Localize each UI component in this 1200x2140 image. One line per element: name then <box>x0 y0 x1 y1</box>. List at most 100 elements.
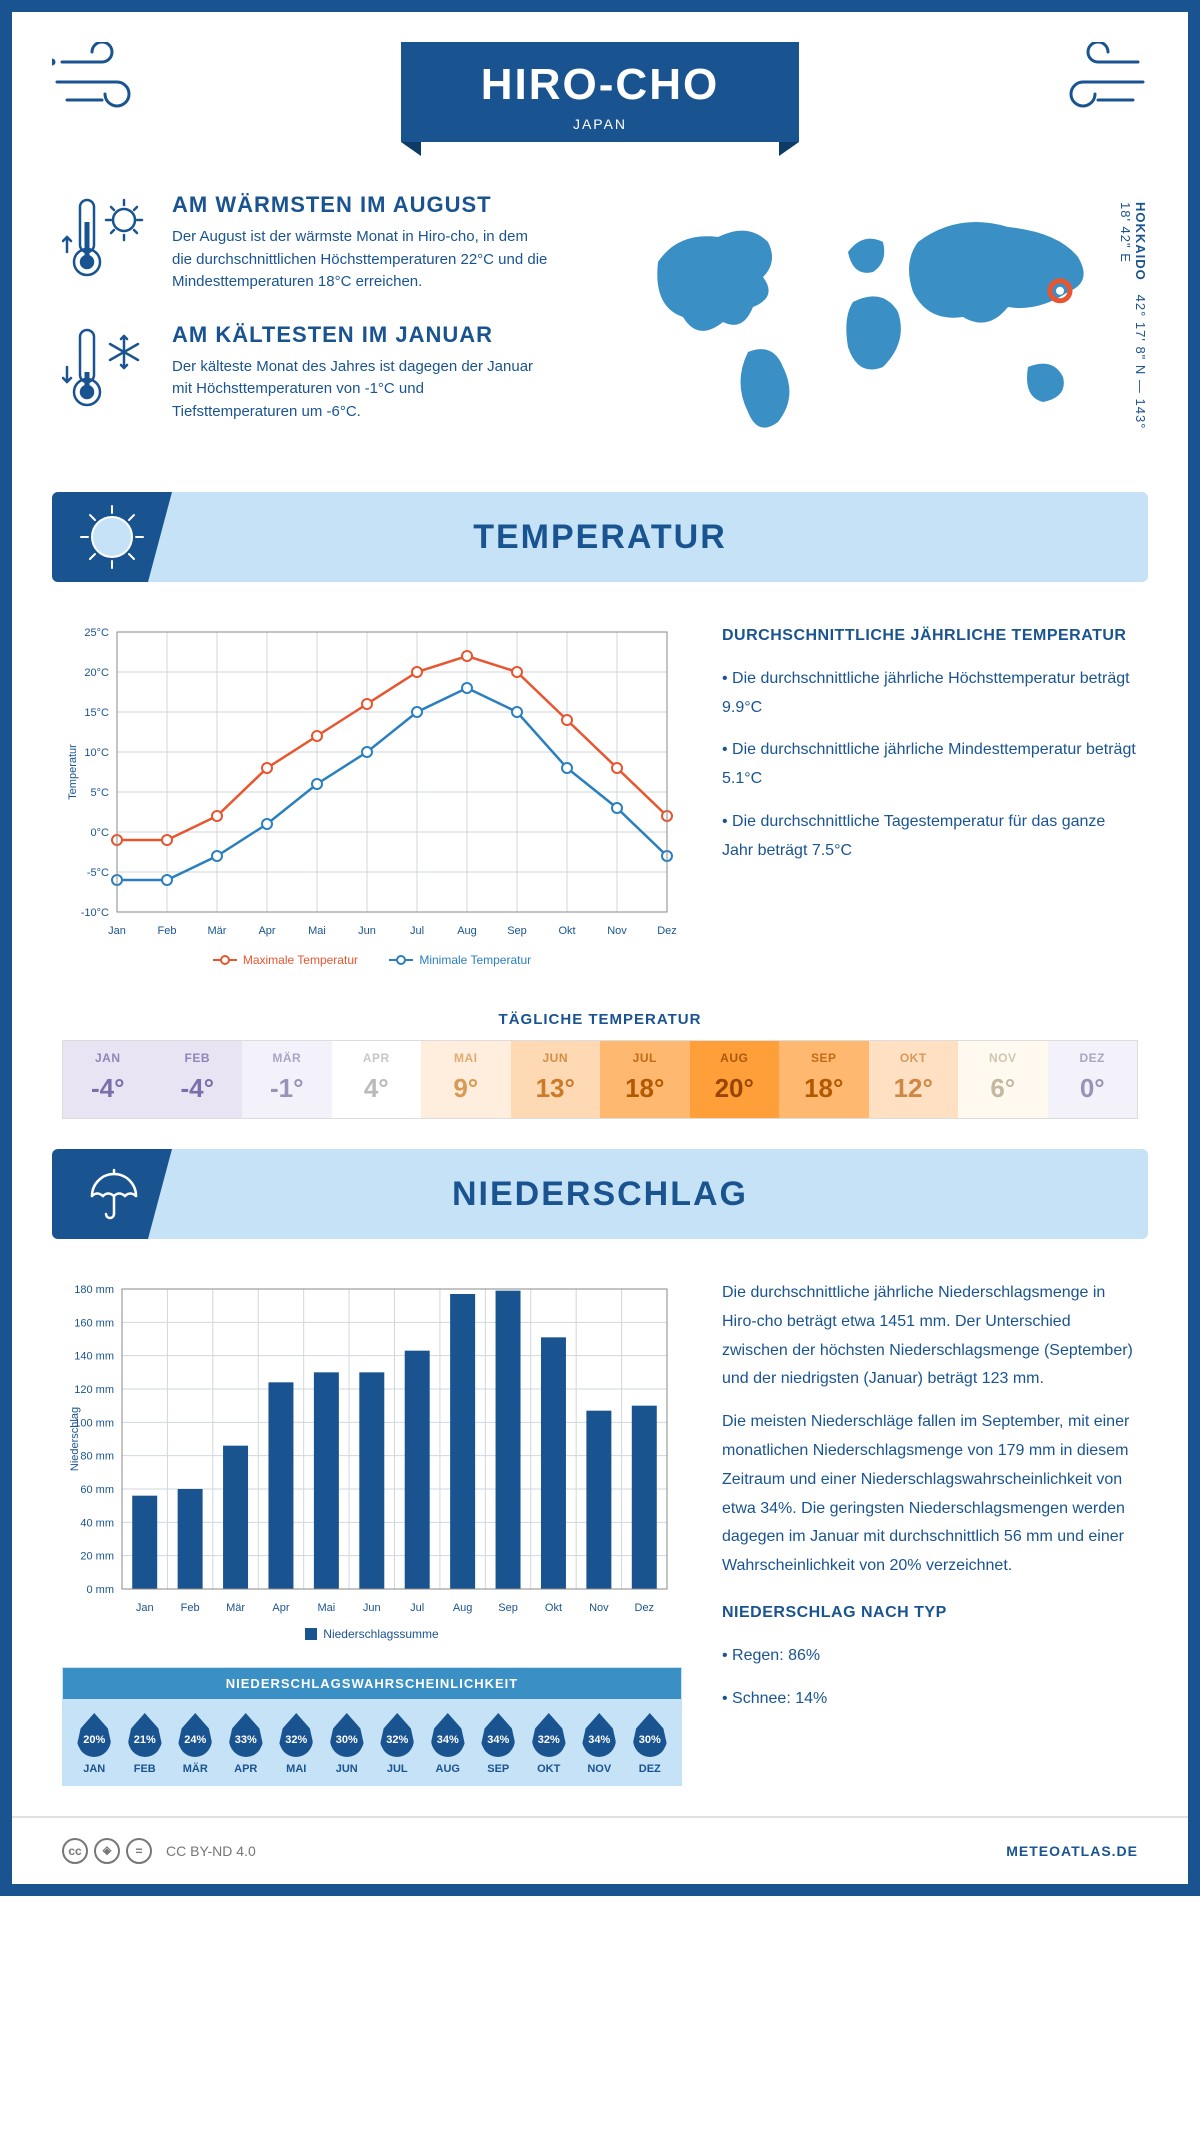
precip-probability-box: NIEDERSCHLAGSWAHRSCHEINLICHKEIT 20% JAN … <box>62 1667 682 1786</box>
svg-text:Nov: Nov <box>607 925 627 937</box>
svg-text:0 mm: 0 mm <box>87 1584 115 1596</box>
daily-temp-cell: SEP18° <box>779 1041 869 1118</box>
daily-temp-cell: AUG20° <box>690 1041 780 1118</box>
svg-text:10°C: 10°C <box>84 747 109 759</box>
precip-type-bullet: • Regen: 86% <box>722 1642 1138 1671</box>
svg-text:Nov: Nov <box>589 1602 609 1614</box>
svg-text:160 mm: 160 mm <box>74 1317 114 1329</box>
daily-temp-cell: OKT12° <box>869 1041 959 1118</box>
precip-prob-title: NIEDERSCHLAGSWAHRSCHEINLICHKEIT <box>63 1668 681 1699</box>
svg-text:Sep: Sep <box>507 925 527 937</box>
precip-prob-cell: 34% NOV <box>574 1713 625 1775</box>
svg-text:Dez: Dez <box>635 1602 655 1614</box>
raindrop-icon: 30% <box>330 1713 364 1757</box>
precipitation-header: NIEDERSCHLAG <box>52 1149 1148 1239</box>
nd-icon: = <box>126 1838 152 1864</box>
country-name: JAPAN <box>481 116 719 132</box>
svg-text:25°C: 25°C <box>84 627 109 639</box>
precip-prob-cell: 24% MÄR <box>170 1713 221 1775</box>
thermometer-hot-icon <box>62 192 152 282</box>
daily-temp-cell: MAI9° <box>421 1041 511 1118</box>
svg-text:Okt: Okt <box>545 1602 562 1614</box>
svg-text:Niederschlag: Niederschlag <box>69 1407 81 1471</box>
precip-prob-cell: 33% APR <box>221 1713 272 1775</box>
raindrop-icon: 24% <box>178 1713 212 1757</box>
svg-text:80 mm: 80 mm <box>80 1451 114 1463</box>
daily-temp-cell: NOV6° <box>958 1041 1048 1118</box>
svg-text:Jun: Jun <box>363 1602 381 1614</box>
temperature-title: TEMPERATUR <box>473 518 727 557</box>
daily-temp-cell: APR4° <box>332 1041 422 1118</box>
svg-text:Temperatur: Temperatur <box>67 744 79 800</box>
svg-text:Aug: Aug <box>453 1602 473 1614</box>
coldest-fact: AM KÄLTESTEN IM JANUAR Der kälteste Mona… <box>62 322 588 424</box>
precip-prob-cell: 32% OKT <box>524 1713 575 1775</box>
svg-text:180 mm: 180 mm <box>74 1284 114 1296</box>
precip-prob-cell: 32% JUL <box>372 1713 423 1775</box>
svg-text:60 mm: 60 mm <box>80 1484 114 1496</box>
header: HIRO-CHO JAPAN <box>12 12 1188 162</box>
svg-text:Mär: Mär <box>208 925 227 937</box>
raindrop-icon: 34% <box>481 1713 515 1757</box>
precipitation-title: NIEDERSCHLAG <box>452 1175 748 1214</box>
footer: cc 🞛 = CC BY-ND 4.0 METEOATLAS.DE <box>12 1816 1188 1884</box>
svg-text:Jul: Jul <box>410 1602 424 1614</box>
svg-text:5°C: 5°C <box>91 787 110 799</box>
raindrop-icon: 34% <box>431 1713 465 1757</box>
svg-text:Apr: Apr <box>258 925 275 937</box>
warmest-fact: AM WÄRMSTEN IM AUGUST Der August ist der… <box>62 192 588 294</box>
svg-text:Dez: Dez <box>657 925 677 937</box>
temperature-info: DURCHSCHNITTLICHE JÄHRLICHE TEMPERATUR •… <box>722 622 1138 967</box>
wind-icon-right <box>1038 42 1148 122</box>
intro-section: AM WÄRMSTEN IM AUGUST Der August ist der… <box>12 162 1188 472</box>
coordinates: HOKKAIDO 42° 17' 8" N — 143° 18' 42" E <box>1118 202 1148 452</box>
precip-type-heading: NIEDERSCHLAG NACH TYP <box>722 1599 1138 1628</box>
raindrop-icon: 30% <box>633 1713 667 1757</box>
precip-para-1: Die durchschnittliche jährliche Niedersc… <box>722 1279 1138 1394</box>
world-map: HOKKAIDO 42° 17' 8" N — 143° 18' 42" E <box>618 192 1138 452</box>
precip-para-2: Die meisten Niederschläge fallen im Sept… <box>722 1408 1138 1581</box>
svg-text:0°C: 0°C <box>91 827 110 839</box>
svg-text:Jul: Jul <box>410 925 424 937</box>
umbrella-icon <box>80 1162 144 1226</box>
temp-info-heading: DURCHSCHNITTLICHE JÄHRLICHE TEMPERATUR <box>722 622 1138 651</box>
precip-chart-legend: Niederschlagssumme <box>62 1627 682 1643</box>
warmest-title: AM WÄRMSTEN IM AUGUST <box>172 192 552 218</box>
daily-temp-cell: JUL18° <box>600 1041 690 1118</box>
svg-text:Jan: Jan <box>108 925 126 937</box>
coldest-title: AM KÄLTESTEN IM JANUAR <box>172 322 552 348</box>
cc-icon: cc <box>62 1838 88 1864</box>
city-name: HIRO-CHO <box>481 60 719 110</box>
svg-text:15°C: 15°C <box>84 707 109 719</box>
svg-text:Sep: Sep <box>498 1602 518 1614</box>
daily-temp-cell: FEB-4° <box>153 1041 243 1118</box>
raindrop-icon: 32% <box>532 1713 566 1757</box>
coldest-text: Der kälteste Monat des Jahres ist dagege… <box>172 356 552 424</box>
temp-bullet: • Die durchschnittliche jährliche Höchst… <box>722 665 1138 723</box>
world-map-svg <box>618 192 1138 452</box>
precip-prob-cell: 32% MAI <box>271 1713 322 1775</box>
site-credit: METEOATLAS.DE <box>1006 1843 1138 1859</box>
svg-text:Feb: Feb <box>181 1602 200 1614</box>
svg-text:40 mm: 40 mm <box>80 1517 114 1529</box>
svg-text:Feb: Feb <box>158 925 177 937</box>
svg-text:120 mm: 120 mm <box>74 1384 114 1396</box>
sun-icon <box>77 502 147 572</box>
precip-prob-cell: 21% FEB <box>120 1713 171 1775</box>
precip-type-bullet: • Schnee: 14% <box>722 1685 1138 1714</box>
license-text: CC BY-ND 4.0 <box>166 1843 256 1859</box>
temp-bullet: • Die durchschnittliche Tagestemperatur … <box>722 808 1138 866</box>
svg-text:Aug: Aug <box>457 925 477 937</box>
raindrop-icon: 20% <box>77 1713 111 1757</box>
warmest-text: Der August ist der wärmste Monat in Hiro… <box>172 226 552 294</box>
raindrop-icon: 34% <box>582 1713 616 1757</box>
svg-text:Jun: Jun <box>358 925 376 937</box>
svg-text:140 mm: 140 mm <box>74 1351 114 1363</box>
daily-temp-cell: MÄR-1° <box>242 1041 332 1118</box>
temperature-header: TEMPERATUR <box>52 492 1148 582</box>
svg-text:Jan: Jan <box>136 1602 154 1614</box>
thermometer-cold-icon <box>62 322 152 412</box>
wind-icon-left <box>52 42 162 122</box>
by-icon: 🞛 <box>94 1838 120 1864</box>
raindrop-icon: 33% <box>229 1713 263 1757</box>
